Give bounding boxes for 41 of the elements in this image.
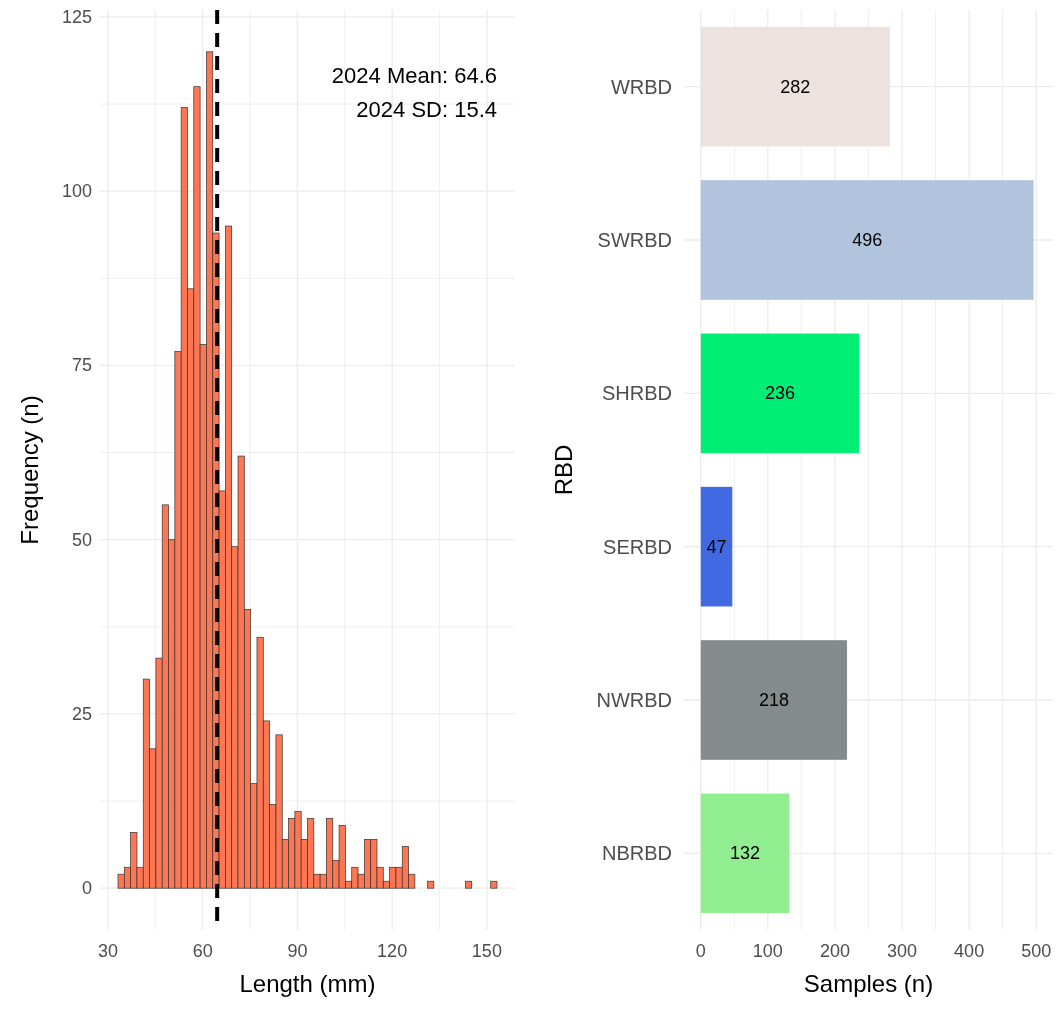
x-tick-label: 400 xyxy=(954,941,985,961)
x-axis-title: Length (mm) xyxy=(239,970,376,997)
x-tick-label: 500 xyxy=(1021,941,1052,961)
x-axis-title: Samples (n) xyxy=(803,970,934,997)
bar xyxy=(700,26,890,147)
annotation: 2024 SD: 15.4 xyxy=(356,97,497,122)
y-axis-title: Frequency (n) xyxy=(16,395,43,545)
y-axis-title: RBD xyxy=(550,444,577,496)
data-label: 236 xyxy=(764,383,795,404)
x-tick-label: 60 xyxy=(192,941,213,961)
data-label: 47 xyxy=(706,536,727,557)
bar xyxy=(700,640,848,760)
x-tick-label: 150 xyxy=(471,941,502,961)
data-label: 218 xyxy=(758,690,789,710)
x-tick-label: 300 xyxy=(887,941,918,961)
y-tick-label: 100 xyxy=(61,181,92,202)
y-tick-label: SHRBD xyxy=(601,382,672,405)
y-tick-label: 0 xyxy=(81,878,92,899)
x-tick-label: 0 xyxy=(695,941,706,961)
y-tick-label: 125 xyxy=(61,6,92,27)
x-tick-label: 100 xyxy=(752,941,783,961)
data-label: 496 xyxy=(852,230,883,250)
data-label: 132 xyxy=(730,843,761,864)
y-tick-label: 75 xyxy=(71,355,92,376)
y-tick-label: 50 xyxy=(71,529,92,550)
x-tick-label: 30 xyxy=(97,941,118,961)
data-label: 282 xyxy=(780,76,811,97)
x-tick-label: 200 xyxy=(819,941,850,961)
y-tick-label: SWRBD xyxy=(597,229,672,251)
y-tick-label: NWRBD xyxy=(596,689,672,711)
y-tick-label: SERBD xyxy=(603,535,672,558)
x-tick-label: 90 xyxy=(287,941,308,961)
annotation: 2024 Mean: 64.6 xyxy=(331,63,497,88)
x-tick-label: 120 xyxy=(377,941,408,961)
y-tick-label: 25 xyxy=(71,703,92,724)
bar xyxy=(700,486,733,607)
y-tick-label: NBRBD xyxy=(601,842,672,865)
bar xyxy=(700,793,790,914)
y-tick-label: WRBD xyxy=(610,75,672,98)
bar xyxy=(700,333,860,454)
bar xyxy=(700,180,1034,300)
